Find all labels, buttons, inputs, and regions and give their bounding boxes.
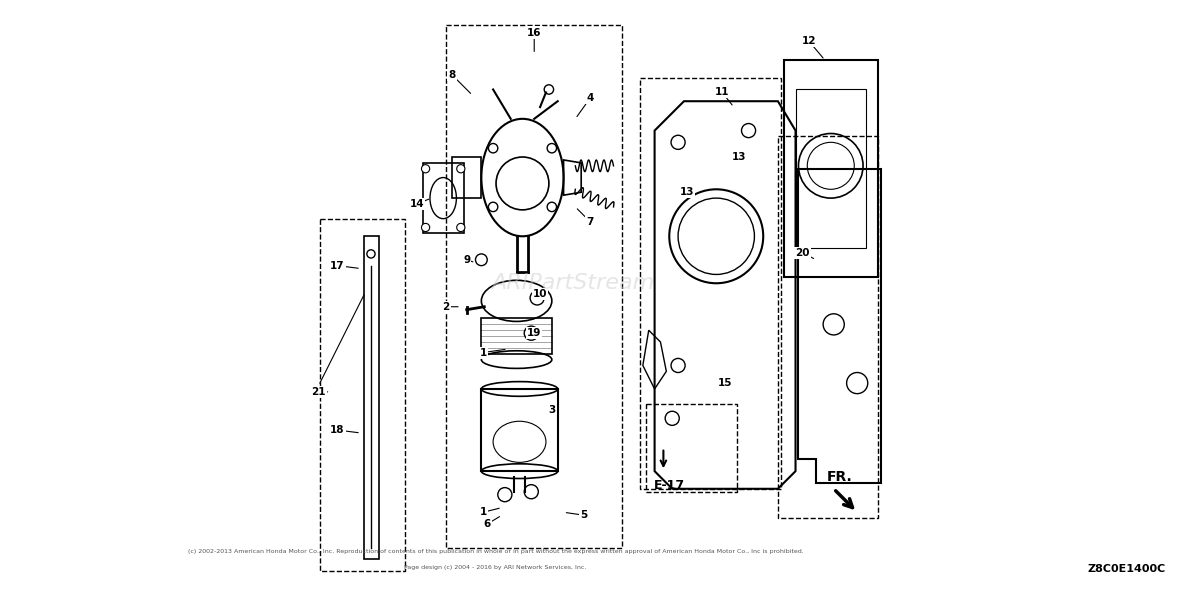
Text: 12: 12 bbox=[801, 37, 817, 47]
Text: 17: 17 bbox=[330, 261, 345, 271]
Text: 13: 13 bbox=[680, 187, 694, 197]
Circle shape bbox=[489, 143, 498, 153]
Text: Z8C0E1400C: Z8C0E1400C bbox=[1088, 565, 1166, 574]
Text: 11: 11 bbox=[715, 87, 729, 97]
Text: 9: 9 bbox=[463, 255, 471, 265]
Text: 2: 2 bbox=[442, 301, 450, 312]
Text: 20: 20 bbox=[795, 248, 809, 258]
Text: 16: 16 bbox=[527, 28, 542, 38]
Text: 1: 1 bbox=[479, 507, 487, 517]
Circle shape bbox=[489, 202, 498, 212]
Circle shape bbox=[548, 202, 557, 212]
Circle shape bbox=[476, 254, 487, 266]
Text: 21: 21 bbox=[312, 387, 326, 397]
Circle shape bbox=[457, 224, 465, 232]
Text: 10: 10 bbox=[533, 289, 548, 299]
Circle shape bbox=[367, 250, 375, 258]
Text: 18: 18 bbox=[330, 425, 345, 435]
Text: 5: 5 bbox=[581, 510, 588, 520]
Text: ARIPartStream: ARIPartStream bbox=[491, 273, 654, 293]
Circle shape bbox=[544, 85, 553, 94]
Text: FR.: FR. bbox=[827, 470, 852, 484]
Text: 8: 8 bbox=[448, 70, 455, 80]
Circle shape bbox=[524, 484, 538, 499]
Text: 14: 14 bbox=[409, 199, 424, 209]
Text: E-17: E-17 bbox=[654, 479, 684, 492]
Text: 19: 19 bbox=[527, 328, 542, 338]
Text: 1: 1 bbox=[479, 348, 487, 358]
Text: 4: 4 bbox=[586, 93, 594, 103]
Circle shape bbox=[457, 165, 465, 173]
Circle shape bbox=[498, 487, 512, 502]
Circle shape bbox=[421, 165, 430, 173]
Circle shape bbox=[421, 224, 430, 232]
Text: 7: 7 bbox=[586, 217, 594, 227]
Text: Page design (c) 2004 - 2016 by ARI Network Services, Inc.: Page design (c) 2004 - 2016 by ARI Netwo… bbox=[405, 565, 586, 570]
Circle shape bbox=[548, 143, 557, 153]
Circle shape bbox=[530, 291, 544, 305]
Text: (c) 2002-2013 American Honda Motor Co., Inc. Reproduction of contents of this pu: (c) 2002-2013 American Honda Motor Co., … bbox=[188, 549, 804, 554]
Text: 6: 6 bbox=[484, 519, 491, 529]
Text: 15: 15 bbox=[717, 378, 733, 388]
Circle shape bbox=[524, 326, 538, 340]
Text: 13: 13 bbox=[732, 152, 746, 162]
Text: 3: 3 bbox=[549, 405, 556, 415]
